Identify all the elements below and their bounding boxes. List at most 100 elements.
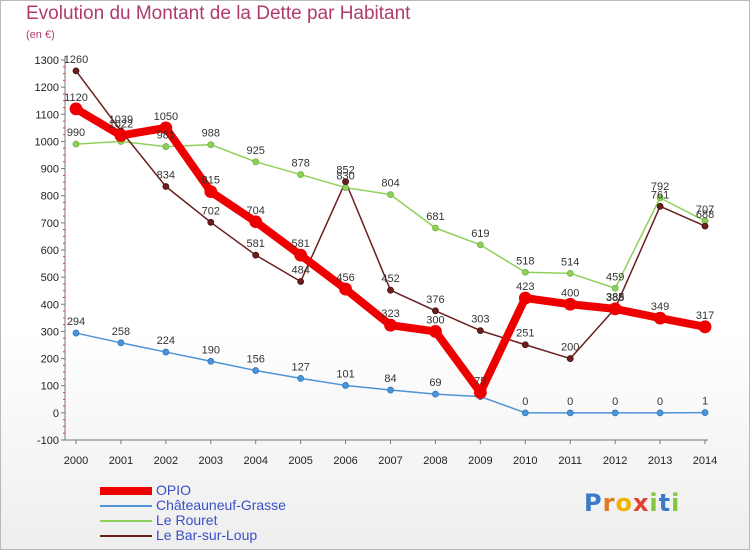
data-point bbox=[249, 215, 263, 229]
data-label: 1260 bbox=[64, 54, 88, 66]
data-label: 581 bbox=[291, 238, 309, 250]
data-label: 459 bbox=[606, 271, 624, 283]
data-label: 688 bbox=[696, 209, 714, 221]
data-label: 452 bbox=[381, 273, 399, 285]
data-point bbox=[294, 248, 308, 262]
data-label: 303 bbox=[471, 314, 489, 326]
y-tick-label: 300 bbox=[41, 326, 59, 338]
legend-swatch bbox=[100, 520, 152, 522]
data-point bbox=[207, 218, 215, 226]
data-point bbox=[252, 158, 260, 166]
data-label: 761 bbox=[651, 189, 669, 201]
data-point bbox=[72, 140, 80, 148]
data-label: 878 bbox=[291, 158, 309, 170]
data-label: 349 bbox=[651, 301, 669, 313]
data-point bbox=[72, 329, 80, 337]
legend-swatch bbox=[100, 535, 152, 537]
data-point bbox=[656, 202, 664, 210]
y-tick-label: 1000 bbox=[35, 136, 59, 148]
data-label: 981 bbox=[157, 130, 175, 142]
data-label: 804 bbox=[381, 178, 399, 190]
data-label: 484 bbox=[291, 264, 309, 276]
data-point bbox=[162, 348, 170, 356]
data-point bbox=[566, 409, 574, 417]
y-tick-label: 600 bbox=[41, 245, 59, 257]
legend-label: Le Rouret bbox=[156, 512, 218, 528]
x-tick-label: 2006 bbox=[333, 455, 357, 467]
data-point bbox=[342, 178, 349, 186]
data-label: 0 bbox=[567, 396, 573, 408]
data-point bbox=[432, 390, 439, 398]
data-label: 456 bbox=[336, 272, 354, 284]
logo-letter: P bbox=[584, 489, 603, 517]
y-tick-label: 400 bbox=[41, 299, 59, 311]
legend-item: Le Rouret bbox=[100, 513, 360, 528]
data-label: 258 bbox=[112, 326, 130, 338]
data-label: 581 bbox=[247, 238, 265, 250]
data-point bbox=[701, 222, 709, 230]
x-tick-label: 2004 bbox=[243, 455, 267, 467]
data-label: 1 bbox=[702, 396, 708, 408]
y-tick-label: 800 bbox=[41, 191, 59, 203]
legend: OPIO Châteauneuf-Grasse Le Rouret Le Bar-su… bbox=[100, 483, 360, 543]
data-label: 815 bbox=[202, 175, 220, 187]
data-point bbox=[69, 102, 83, 116]
data-label: 1039 bbox=[109, 114, 133, 126]
data-label: 383 bbox=[606, 292, 624, 304]
y-tick-label: 200 bbox=[41, 354, 59, 366]
data-label: 251 bbox=[516, 328, 534, 340]
x-tick-label: 2002 bbox=[154, 455, 178, 467]
data-label: 792 bbox=[651, 181, 669, 193]
logo-letter: o bbox=[615, 489, 633, 517]
logo-letter: i bbox=[671, 489, 681, 517]
y-tick-label: 700 bbox=[41, 218, 59, 230]
data-point bbox=[566, 355, 574, 362]
data-point bbox=[384, 318, 397, 332]
data-label: 1022 bbox=[109, 118, 133, 130]
x-tick-label: 2005 bbox=[288, 455, 312, 467]
data-point bbox=[297, 278, 305, 285]
data-label: 704 bbox=[247, 205, 265, 217]
data-point bbox=[473, 386, 487, 399]
logo-letter: x bbox=[632, 489, 650, 517]
y-tick-label: 0 bbox=[53, 408, 59, 420]
data-label: 385 bbox=[606, 291, 624, 303]
data-point bbox=[339, 282, 352, 296]
data-point bbox=[611, 284, 619, 292]
data-label: 619 bbox=[471, 228, 489, 240]
series-line-0 bbox=[72, 104, 710, 397]
data-point bbox=[701, 409, 709, 416]
y-tick-label: 1200 bbox=[35, 82, 59, 94]
data-point bbox=[608, 302, 622, 316]
data-point bbox=[521, 341, 529, 349]
x-tick-label: 2011 bbox=[558, 455, 582, 467]
data-label: 69 bbox=[429, 377, 441, 389]
data-point bbox=[429, 325, 442, 338]
data-label: 988 bbox=[202, 128, 220, 140]
y-tick-label: 1100 bbox=[35, 109, 59, 121]
data-label: 224 bbox=[157, 335, 175, 347]
data-point bbox=[252, 367, 260, 374]
x-tick-label: 2001 bbox=[109, 455, 133, 467]
y-tick-label: 1300 bbox=[35, 55, 59, 67]
data-label: 156 bbox=[247, 354, 265, 366]
data-label: 101 bbox=[336, 368, 354, 380]
data-point bbox=[476, 327, 484, 335]
data-point bbox=[521, 268, 529, 276]
legend-item: Châteauneuf-Grasse bbox=[100, 498, 360, 513]
data-point bbox=[204, 185, 218, 199]
data-point bbox=[656, 194, 664, 202]
data-label: 707 bbox=[696, 204, 714, 216]
data-label: 84 bbox=[384, 373, 396, 385]
data-point bbox=[159, 121, 173, 135]
x-tick-label: 2013 bbox=[648, 455, 672, 467]
data-point bbox=[563, 297, 577, 311]
data-point bbox=[207, 141, 215, 149]
logo-letter: t bbox=[658, 489, 672, 517]
data-point bbox=[653, 311, 667, 325]
data-label: 317 bbox=[696, 310, 714, 322]
legend-item: OPIO bbox=[100, 483, 360, 498]
data-point bbox=[432, 307, 439, 315]
